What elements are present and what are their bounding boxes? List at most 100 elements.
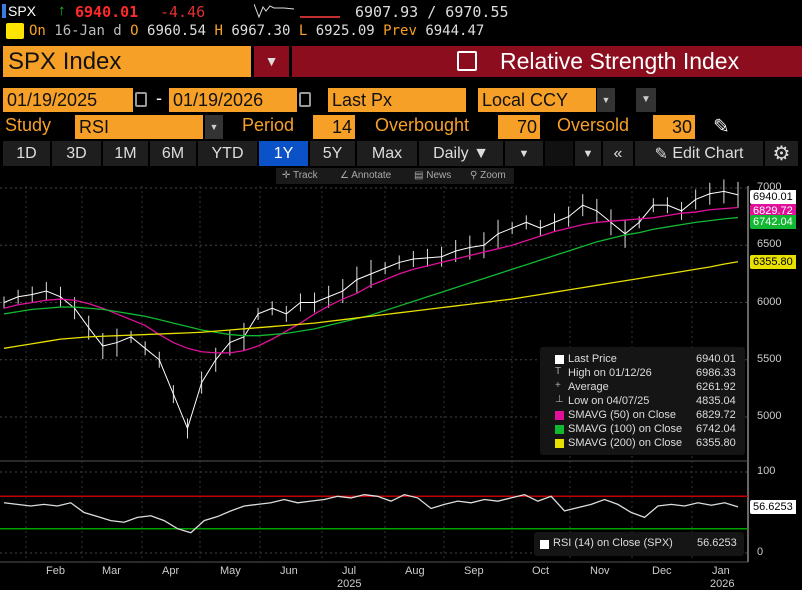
news-tool[interactable]: ▤ News <box>414 170 452 181</box>
start-date-input[interactable]: 01/19/2025 <box>3 88 133 112</box>
security-input[interactable]: SPX Index <box>3 46 251 77</box>
options-dropdown-icon[interactable]: ▼ <box>505 141 543 166</box>
popout-icon[interactable] <box>457 51 477 71</box>
price-axis-tick: 5000 <box>757 410 782 422</box>
month-label: Sep <box>464 565 484 577</box>
annotate-tool[interactable]: ∠ Annotate <box>340 170 392 181</box>
menu-dropdown-icon[interactable]: ▼ <box>254 46 289 77</box>
oversold-input[interactable]: 30 <box>653 115 695 139</box>
options-dropdown-icon[interactable]: ▼ <box>636 88 656 112</box>
track-label: Track <box>292 170 318 181</box>
month-label: Jan <box>712 565 730 577</box>
legend-marker-icon: T <box>555 366 562 377</box>
legend-label: Last Price <box>568 353 617 365</box>
range-5y[interactable]: 5Y <box>310 141 355 166</box>
overbought-label: Overbought <box>375 115 470 135</box>
price-axis-tick: 6000 <box>757 295 782 308</box>
options-dropdown-icon[interactable]: ▼ <box>575 141 601 166</box>
range-1m[interactable]: 1M <box>103 141 148 166</box>
legend-value: 6261.92 <box>696 381 736 393</box>
legend-label: Average <box>568 381 609 393</box>
legend-label: SMAVG (200) on Close <box>568 437 683 449</box>
range-6m[interactable]: 6M <box>150 141 196 166</box>
legend-label: High on 01/12/26 <box>568 367 652 379</box>
calendar-icon[interactable] <box>135 92 147 107</box>
date-dash: - <box>156 88 162 108</box>
on-label: On <box>29 23 46 39</box>
month-label: Oct <box>532 565 550 577</box>
function-title-bar: Relative Strength Index <box>292 46 802 77</box>
month-label: Mar <box>102 565 121 577</box>
legend-label: Low on 04/07/25 <box>568 395 650 407</box>
overbought-input[interactable]: 70 <box>498 115 540 139</box>
zoom-tool[interactable]: ⚲ Zoom <box>470 170 506 181</box>
news-label: News <box>426 170 452 181</box>
range-1y[interactable]: 1Y <box>259 141 308 166</box>
up-arrow-icon: ↑ <box>58 2 66 19</box>
high-label: H <box>214 23 223 39</box>
rsi-tag: 56.6253 <box>750 500 796 514</box>
open-value: 6960.54 <box>147 23 207 39</box>
month-label: Aug <box>405 565 425 577</box>
month-label: Jul <box>342 565 357 577</box>
rsi-legend-value: 56.6253 <box>697 537 737 549</box>
end-date-input[interactable]: 01/19/2026 <box>169 88 297 112</box>
collapse-icon[interactable]: « <box>603 141 633 166</box>
range-1d[interactable]: 1D <box>3 141 50 166</box>
legend-label: SMAVG (50) on Close <box>568 409 677 421</box>
track-tool[interactable]: ✛ Track <box>282 170 318 181</box>
calendar-icon[interactable] <box>299 92 311 107</box>
edit-chart-button[interactable]: ✎ Edit Chart <box>635 141 763 166</box>
rsi-axis-tick: 100 <box>757 465 776 477</box>
price-line <box>3 190 739 430</box>
currency-select[interactable]: Local CCY <box>478 88 596 112</box>
study-select[interactable]: RSI <box>75 115 203 139</box>
high-value: 6967.30 <box>231 23 291 39</box>
net-change: -4.46 <box>160 3 206 21</box>
legend-value: 6355.80 <box>696 437 736 449</box>
field-select[interactable]: Last Px <box>328 88 466 112</box>
legend-value: 6742.04 <box>696 423 736 435</box>
sma200-line <box>3 261 739 349</box>
prev-label: Prev <box>383 23 417 39</box>
oversold-label: Oversold <box>557 115 630 135</box>
rsi-swatch <box>540 540 549 549</box>
chevron-down-icon[interactable]: ▼ <box>205 115 223 139</box>
edit-chart-label: Edit Chart <box>672 144 744 162</box>
frequency-select[interactable]: Daily ▼ <box>419 141 503 166</box>
price-axis-tick: 6500 <box>757 238 782 251</box>
rsi-legend-label: RSI (14) on Close (SPX) <box>553 537 673 549</box>
period-input[interactable]: 14 <box>313 115 355 139</box>
spacer <box>545 141 573 166</box>
rsi-line <box>3 493 739 534</box>
legend-swatch <box>555 425 564 434</box>
legend-swatch <box>555 355 564 364</box>
gear-icon[interactable]: ⚙ <box>765 141 798 166</box>
pencil-icon[interactable]: ✎ <box>713 116 730 138</box>
chevron-down-icon[interactable]: ▼ <box>597 88 615 112</box>
sparkline-icon <box>254 3 340 19</box>
range-ytd[interactable]: YTD <box>198 141 257 166</box>
annotate-label: Annotate <box>351 170 392 181</box>
range-max[interactable]: Max <box>357 141 417 166</box>
legend-value: 6986.33 <box>696 367 736 379</box>
alert-icon[interactable] <box>6 23 24 39</box>
open-label: O <box>130 23 139 39</box>
legend-value: 4835.04 <box>696 395 736 407</box>
bid-ask: 6907.93 / 6970.55 <box>355 3 509 21</box>
function-title: Relative Strength Index <box>500 48 740 74</box>
month-label: May <box>220 565 241 577</box>
legend-swatch <box>555 439 564 448</box>
legend-value: 6940.01 <box>696 353 736 365</box>
sma100-line <box>3 216 739 337</box>
study-label: Study <box>5 115 52 135</box>
range-3d[interactable]: 3D <box>52 141 101 166</box>
month-label: Jun <box>280 565 298 577</box>
sma200-tag: 6355.80 <box>750 255 796 269</box>
chart-toolbar <box>276 168 514 184</box>
year-label: 2025 <box>337 578 362 590</box>
legend-value: 6829.72 <box>696 409 736 421</box>
legend-swatch <box>555 411 564 420</box>
quote-date: 16-Jan d <box>54 23 122 39</box>
